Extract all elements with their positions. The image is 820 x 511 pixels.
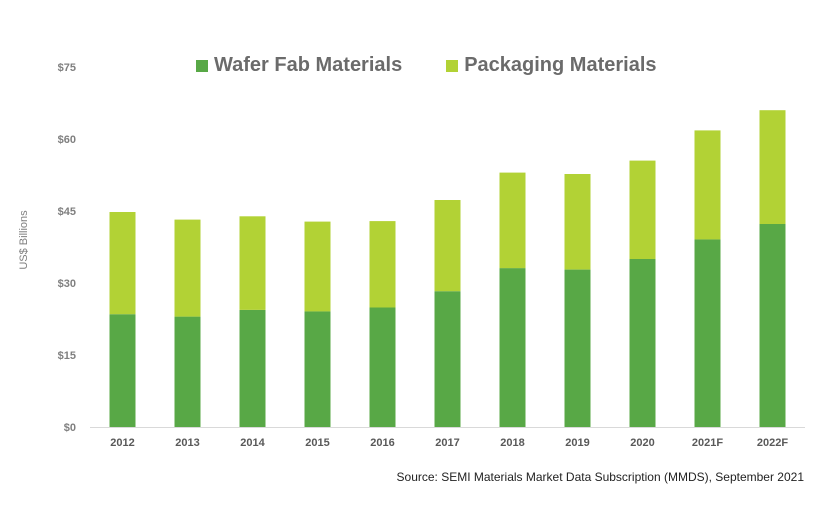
legend-swatch-packaging — [446, 59, 459, 72]
bar-wafer-fab-2019 — [564, 269, 591, 427]
bar-packaging-2022F — [759, 110, 786, 224]
y-tick-label: $0 — [64, 422, 76, 434]
x-axis-ticks: 2012 2013 2014 2015 2016 2017 2018 2019 2020 2021… — [110, 437, 788, 449]
y-axis-ticks: $0 $15 $30 $45 $60 $75 — [58, 62, 76, 434]
x-tick-label: 2012 — [110, 437, 134, 449]
y-tick-label: $15 — [58, 350, 76, 362]
bar-wafer-fab-2021F — [694, 239, 721, 427]
bar-wafer-fab-2017 — [434, 291, 461, 427]
bar-packaging-2017 — [434, 200, 461, 292]
x-tick-label: 2016 — [370, 437, 394, 449]
bar-wafer-fab-2016 — [369, 307, 396, 427]
x-tick-label: 2017 — [435, 437, 459, 449]
y-axis-label: US$ Billions — [18, 210, 30, 270]
y-tick-label: $75 — [58, 62, 76, 74]
x-tick-label: 2015 — [305, 437, 329, 449]
x-tick-label: 2018 — [500, 437, 524, 449]
legend-swatch-wafer-fab — [196, 59, 208, 72]
bar-wafer-fab-2020 — [629, 259, 656, 427]
bar-wafer-fab-2013 — [174, 316, 201, 427]
bar-packaging-2016 — [369, 221, 396, 308]
x-tick-label: 2020 — [630, 437, 654, 449]
legend-item-packaging: Packaging Materials — [446, 54, 657, 77]
legend-label-packaging: Packaging Materials — [464, 54, 657, 76]
bar-packaging-2013 — [174, 219, 201, 317]
bars — [109, 110, 786, 427]
bar-packaging-2014 — [239, 216, 266, 310]
bar-wafer-fab-2022F — [759, 224, 786, 427]
legend-label-wafer-fab: Wafer Fab Materials — [214, 54, 403, 76]
x-tick-label: 2019 — [565, 437, 589, 449]
source-note: Source: SEMI Materials Market Data Subsc… — [396, 470, 804, 484]
legend-item-wafer-fab: Wafer Fab Materials — [196, 54, 402, 77]
x-tick-label: 2021F — [692, 437, 723, 449]
bar-wafer-fab-2014 — [239, 309, 266, 427]
bar-wafer-fab-2018 — [499, 268, 526, 427]
bar-packaging-2015 — [304, 221, 331, 312]
bar-packaging-2021F — [694, 130, 721, 240]
x-tick-label: 2013 — [175, 437, 199, 449]
x-tick-label: 2022F — [757, 437, 788, 449]
bar-wafer-fab-2012 — [109, 314, 136, 427]
bar-packaging-2018 — [499, 172, 526, 269]
bar-packaging-2012 — [109, 212, 136, 315]
y-tick-label: $45 — [58, 206, 76, 218]
y-tick-label: $60 — [58, 134, 76, 146]
bar-packaging-2019 — [564, 174, 591, 270]
y-tick-label: $30 — [58, 278, 76, 290]
bar-wafer-fab-2015 — [304, 311, 331, 427]
x-tick-label: 2014 — [240, 437, 265, 449]
legend: Wafer Fab Materials Packaging Materials — [196, 54, 701, 77]
bar-packaging-2020 — [629, 160, 656, 259]
